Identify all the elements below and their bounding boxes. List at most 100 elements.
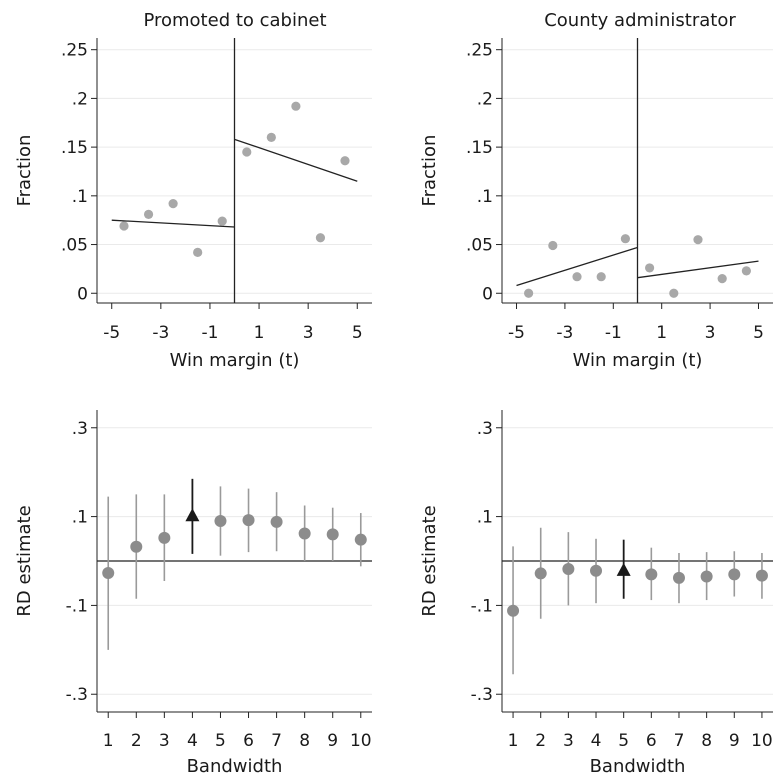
- x-tick-label-9: 9: [327, 731, 338, 751]
- estimate-marker-2: [130, 540, 143, 553]
- y-axis-title: RD estimate: [14, 505, 35, 616]
- data-point-6: [242, 147, 252, 157]
- x-tick-label-4: 4: [187, 731, 198, 751]
- y-tick-label-3: .1: [72, 187, 88, 207]
- x-tick-label-3: -1: [605, 323, 622, 343]
- fit-line-left: [516, 246, 638, 287]
- fit-line-right: [234, 138, 358, 182]
- x-tick-label-2: 2: [131, 731, 142, 751]
- data-point-9: [717, 274, 727, 284]
- estimate-marker-5: [214, 515, 227, 528]
- estimate-marker-highlight: [185, 508, 200, 522]
- data-point-8: [693, 235, 703, 245]
- x-tick-label-7: 7: [674, 731, 685, 751]
- estimate-marker-7: [672, 571, 685, 584]
- data-point-6: [644, 263, 655, 273]
- panel-title: Promoted to cabinet: [143, 10, 326, 31]
- y-tick-label-2: -.1: [66, 596, 88, 616]
- estimate-marker-10: [354, 533, 367, 546]
- data-point-9: [315, 233, 326, 243]
- y-tick-label-4: .3: [72, 419, 88, 439]
- estimate-marker-9: [728, 568, 741, 581]
- x-tick-label-6: 5: [352, 323, 363, 343]
- x-tick-label-1: -5: [103, 323, 120, 343]
- data-point-8: [291, 101, 301, 111]
- x-axis-title: Bandwidth: [187, 756, 283, 776]
- x-tick-label-2: 2: [535, 731, 546, 751]
- y-tick-label-1: -.3: [66, 685, 88, 705]
- x-tick-label-6: 5: [753, 323, 764, 343]
- y-tick-label-1: 0: [482, 284, 493, 304]
- panel-3: -.3 -.1 .1 .3 1 2 3 4 5 6 7 8 9 10 Bandwidth RD estimat…: [14, 410, 372, 777]
- x-tick-label-5: 3: [303, 323, 314, 343]
- estimate-marker-4: [590, 564, 603, 577]
- y-tick-label-3: .1: [72, 508, 88, 528]
- estimate-marker-3: [158, 531, 171, 544]
- estimate-marker-6: [242, 514, 255, 527]
- data-point-5: [620, 234, 631, 244]
- data-point-5: [217, 216, 227, 226]
- estimate-marker-3: [562, 562, 575, 575]
- y-tick-label-6: .25: [466, 41, 493, 61]
- estimate-marker-1: [507, 604, 520, 617]
- data-point-1: [119, 221, 129, 231]
- data-point-3: [168, 199, 178, 209]
- x-tick-label-2: -3: [556, 323, 573, 343]
- estimate-marker-8: [298, 527, 311, 540]
- estimate-marker-8: [700, 570, 713, 583]
- data-point-3: [572, 272, 582, 282]
- data-point-7: [669, 288, 679, 298]
- y-axis-title: Fraction: [419, 135, 440, 207]
- x-tick-label-8: 8: [701, 731, 712, 751]
- data-point-4: [596, 272, 606, 282]
- y-tick-label-2: .05: [61, 236, 88, 256]
- y-axis-title: RD estimate: [419, 505, 440, 616]
- panel-title: County administrator: [544, 10, 736, 31]
- x-axis-title: Bandwidth: [590, 756, 686, 776]
- data-point-2: [143, 209, 154, 219]
- x-tick-label-2: -3: [152, 323, 169, 343]
- estimate-marker-9: [326, 528, 339, 541]
- panel-2: 0 .05 .1 .15 .2 .25 -5 -3 -1 1 3 5 County administra…: [419, 10, 773, 371]
- estimate-marker-10: [755, 569, 768, 582]
- y-tick-label-3: .1: [477, 187, 493, 207]
- data-point-2: [548, 240, 558, 251]
- y-tick-label-6: .25: [61, 41, 88, 61]
- x-tick-label-9: 9: [729, 731, 740, 751]
- x-tick-label-4: 1: [656, 323, 667, 343]
- x-tick-label-1: -5: [508, 323, 525, 343]
- data-point-10: [340, 156, 350, 166]
- x-tick-label-10: 10: [350, 731, 372, 751]
- x-tick-label-5: 3: [705, 323, 716, 343]
- x-tick-label-6: 6: [243, 731, 254, 751]
- y-tick-label-1: -.3: [471, 685, 493, 705]
- x-axis-title: Win margin (t): [170, 350, 300, 371]
- y-tick-label-5: .2: [72, 89, 88, 109]
- x-tick-label-3: -1: [201, 323, 218, 343]
- panel-4: -.3 -.1 .1 .3 1 2 3 4 5 6 7 8 9 10 Bandwidth RD estimat…: [419, 410, 773, 777]
- x-tick-label-5: 5: [618, 731, 629, 751]
- estimate-marker-highlight: [616, 562, 631, 576]
- panel-1: 0 .05 .1 .15 .2 .25 -5 -3 -1 1 3 5 Promoted to cabin…: [14, 10, 372, 371]
- x-tick-label-8: 8: [299, 731, 310, 751]
- fit-line-right: [637, 260, 759, 279]
- data-point-4: [193, 247, 203, 257]
- y-tick-label-2: .05: [466, 236, 493, 256]
- x-tick-label-3: 3: [159, 731, 170, 751]
- estimate-marker-1: [102, 566, 115, 579]
- data-point-7: [266, 132, 276, 142]
- estimate-marker-6: [645, 568, 658, 581]
- fit-line-left: [111, 219, 235, 228]
- x-tick-label-6: 6: [646, 731, 657, 751]
- x-tick-label-10: 10: [751, 731, 773, 751]
- y-tick-label-3: .1: [477, 508, 493, 528]
- data-point-10: [741, 266, 751, 276]
- x-tick-label-4: 1: [254, 323, 265, 343]
- x-tick-label-3: 3: [563, 731, 574, 751]
- y-tick-label-4: .15: [61, 138, 88, 158]
- x-tick-label-1: 1: [103, 731, 114, 751]
- y-tick-label-4: .3: [477, 419, 493, 439]
- data-point-1: [524, 288, 534, 298]
- x-axis-title: Win margin (t): [573, 350, 703, 371]
